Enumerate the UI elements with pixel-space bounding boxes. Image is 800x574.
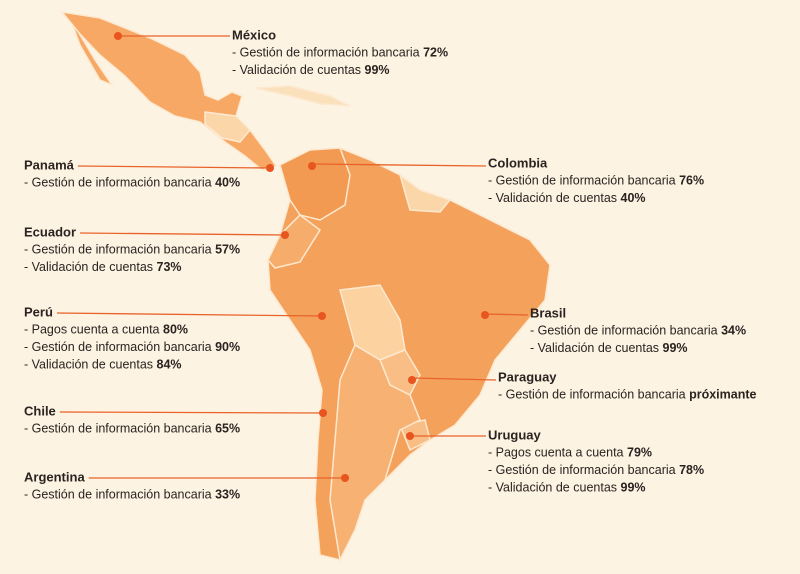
location-dot bbox=[266, 164, 274, 172]
service-item: - Validación de cuentas 99% bbox=[530, 341, 688, 355]
service-name: - Gestión de información bancaria bbox=[24, 422, 212, 436]
region-name: Panamá bbox=[24, 157, 75, 172]
service-value: 65% bbox=[215, 422, 240, 436]
leader-line bbox=[80, 232, 286, 236]
service-name: - Pagos cuenta a cuenta bbox=[488, 446, 624, 460]
baja bbox=[69, 17, 115, 87]
service-item: - Gestión de información bancaria 78% bbox=[488, 463, 704, 477]
location-dot bbox=[308, 162, 316, 170]
leader-line bbox=[59, 411, 324, 414]
service-value: 99% bbox=[621, 481, 646, 495]
leader-line bbox=[77, 165, 271, 169]
service-name: - Gestión de información bancaria bbox=[498, 388, 686, 402]
service-name: - Gestión de información bancaria bbox=[232, 46, 420, 60]
service-value: 80% bbox=[163, 323, 188, 337]
location-dot bbox=[408, 376, 416, 384]
service-item: - Gestión de información bancaria 90% bbox=[24, 340, 240, 354]
service-item: - Gestión de información bancaria 40% bbox=[24, 176, 240, 190]
service-name: - Pagos cuenta a cuenta bbox=[24, 323, 160, 337]
region-name: Paraguay bbox=[498, 369, 557, 384]
service-item: - Pagos cuenta a cuenta 79% bbox=[488, 446, 652, 460]
region-name: Perú bbox=[24, 304, 53, 319]
region-name: Argentina bbox=[24, 469, 85, 484]
service-value: 99% bbox=[365, 63, 390, 77]
service-item: - Gestión de información bancaria 65% bbox=[24, 422, 240, 436]
location-dot bbox=[319, 409, 327, 417]
service-value: 40% bbox=[215, 176, 240, 190]
colombia bbox=[279, 147, 351, 221]
caribbean bbox=[254, 85, 351, 107]
central-america bbox=[204, 111, 252, 143]
service-item: - Gestión de información bancaria 57% bbox=[24, 243, 240, 257]
service-name: - Validación de cuentas bbox=[488, 191, 617, 205]
service-item: - Validación de cuentas 40% bbox=[488, 191, 646, 205]
service-name: - Gestión de información bancaria bbox=[24, 340, 212, 354]
service-item: - Gestión de información bancaria 76% bbox=[488, 174, 704, 188]
region-name: Ecuador bbox=[24, 224, 76, 239]
service-value: 99% bbox=[663, 341, 688, 355]
leader-line bbox=[411, 377, 497, 381]
service-value: 84% bbox=[157, 358, 182, 372]
service-value: 40% bbox=[621, 191, 646, 205]
service-item: - Validación de cuentas 84% bbox=[24, 358, 182, 372]
service-value: próximante bbox=[689, 388, 756, 402]
service-value: 76% bbox=[679, 174, 704, 188]
region-name: Chile bbox=[24, 403, 56, 418]
service-item: - Gestión de información bancaria 33% bbox=[24, 488, 240, 502]
guianas bbox=[398, 173, 452, 213]
service-value: 33% bbox=[215, 488, 240, 502]
service-name: - Gestión de información bancaria bbox=[24, 243, 212, 257]
service-item: - Validación de cuentas 73% bbox=[24, 260, 182, 274]
region-name: México bbox=[232, 27, 276, 42]
service-item: - Pagos cuenta a cuenta 80% bbox=[24, 323, 188, 337]
service-name: - Validación de cuentas bbox=[24, 358, 153, 372]
leader-line bbox=[484, 313, 529, 316]
service-value: 73% bbox=[157, 260, 182, 274]
leader-line bbox=[56, 312, 323, 317]
service-item: - Gestión de información bancaria 34% bbox=[530, 324, 746, 338]
location-dot bbox=[318, 312, 326, 320]
service-value: 78% bbox=[679, 463, 704, 477]
service-name: - Gestión de información bancaria bbox=[530, 324, 718, 338]
service-item: - Validación de cuentas 99% bbox=[232, 63, 390, 77]
service-item: - Validación de cuentas 99% bbox=[488, 481, 646, 495]
service-name: - Validación de cuentas bbox=[530, 341, 659, 355]
map-shapes bbox=[60, 10, 551, 563]
service-name: - Gestión de información bancaria bbox=[488, 174, 676, 188]
location-dot bbox=[281, 231, 289, 239]
leader-line bbox=[311, 163, 487, 167]
service-name: - Validación de cuentas bbox=[232, 63, 361, 77]
service-name: - Gestión de información bancaria bbox=[24, 488, 212, 502]
service-name: - Validación de cuentas bbox=[24, 260, 153, 274]
service-value: 72% bbox=[423, 46, 448, 60]
service-item: - Gestión de información bancaria próxim… bbox=[498, 388, 757, 402]
region-name: Brasil bbox=[530, 305, 566, 320]
labels: México - Gestión de información bancaria … bbox=[24, 27, 757, 501]
region-name: Colombia bbox=[488, 155, 548, 170]
region-name: Uruguay bbox=[488, 427, 542, 442]
service-name: - Validación de cuentas bbox=[488, 481, 617, 495]
service-value: 34% bbox=[721, 324, 746, 338]
location-dot bbox=[114, 32, 122, 40]
location-dot bbox=[481, 311, 489, 319]
service-value: 79% bbox=[627, 446, 652, 460]
service-item: - Gestión de información bancaria 72% bbox=[232, 46, 448, 60]
location-dot bbox=[406, 432, 414, 440]
service-value: 57% bbox=[215, 243, 240, 257]
service-name: - Gestión de información bancaria bbox=[24, 176, 212, 190]
location-dot bbox=[341, 474, 349, 482]
service-name: - Gestión de información bancaria bbox=[488, 463, 676, 477]
service-value: 90% bbox=[215, 340, 240, 354]
argentina bbox=[329, 343, 421, 563]
